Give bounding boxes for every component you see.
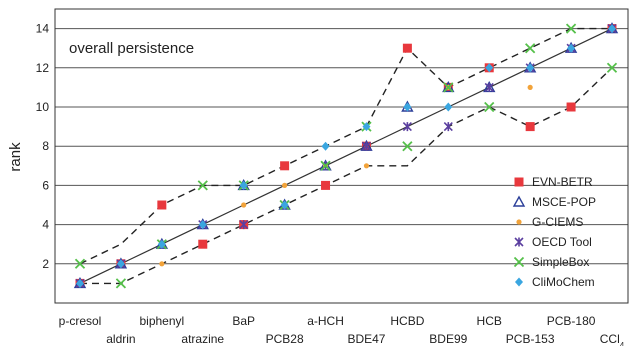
x-tick-2: biphenyl bbox=[139, 314, 184, 328]
point-s5-4 bbox=[239, 180, 248, 190]
y-tick-10: 10 bbox=[36, 100, 50, 114]
point-s5-3 bbox=[198, 220, 207, 230]
x-tick-5: PCB28 bbox=[266, 332, 304, 346]
point-s5-6 bbox=[321, 141, 330, 151]
point-s0-12 bbox=[566, 102, 576, 112]
point-s0-11 bbox=[525, 122, 535, 132]
x-tick-3: atrazine bbox=[181, 332, 224, 346]
x-tick-12: PCB-180 bbox=[547, 314, 596, 328]
x-tick-4: BaP bbox=[232, 314, 255, 328]
point-s5-11 bbox=[526, 63, 535, 73]
series-5 bbox=[76, 24, 616, 288]
point-s5-8 bbox=[403, 102, 412, 112]
y-tick-12: 12 bbox=[36, 61, 50, 75]
point-s0-3 bbox=[198, 239, 208, 249]
legend-marker-3 bbox=[514, 237, 524, 247]
grid-lines bbox=[55, 28, 628, 265]
point-s5-7 bbox=[362, 122, 371, 132]
y-tick-labels: 2 4 6 8 10 12 14 bbox=[36, 22, 50, 271]
lower-envelope-line bbox=[80, 67, 613, 285]
point-s2-11 bbox=[527, 84, 533, 90]
point-s0-6 bbox=[321, 180, 331, 190]
x-tick-9: BDE99 bbox=[429, 332, 467, 346]
point-s3-7 bbox=[361, 141, 372, 151]
data-points bbox=[73, 22, 619, 289]
point-s4-9 bbox=[443, 82, 454, 93]
chart-annotation: overall persistence bbox=[69, 40, 194, 57]
upper-envelope-line bbox=[79, 27, 612, 265]
legend-marker-1 bbox=[512, 195, 526, 207]
point-s4-1 bbox=[115, 278, 127, 289]
x-tick-10: HCB bbox=[477, 314, 502, 328]
x-tick-1: aldrin bbox=[106, 332, 135, 346]
legend-marker-0 bbox=[514, 177, 524, 187]
point-s4-3 bbox=[197, 180, 208, 191]
plot-frame bbox=[54, 8, 629, 304]
legend: EVN-BETR MSCE-POP G-CIEMS OECD Tool SimpleBo… bbox=[512, 175, 596, 289]
y-axis-label: rank bbox=[7, 142, 24, 172]
y-tick-4: 4 bbox=[42, 218, 49, 232]
point-s5-10 bbox=[485, 63, 494, 73]
point-s5-2 bbox=[157, 239, 166, 249]
point-s3-4 bbox=[239, 220, 249, 230]
x-tick-6: a-HCH bbox=[307, 314, 344, 328]
x-tick-7: BDE47 bbox=[347, 332, 385, 346]
point-s2-7 bbox=[363, 163, 370, 169]
point-s4-13 bbox=[606, 62, 618, 73]
point-s0-2 bbox=[157, 200, 167, 210]
x-tick-0: p-cresol bbox=[59, 314, 102, 328]
point-s5-13 bbox=[608, 24, 616, 34]
point-s5-9 bbox=[444, 102, 453, 112]
legend-marker-5 bbox=[515, 277, 523, 287]
legend-label-0: EVN-BETR bbox=[532, 175, 593, 189]
y-tick-8: 8 bbox=[42, 139, 49, 153]
legend-label-5: CliMoChem bbox=[532, 275, 595, 289]
y-tick-14: 14 bbox=[36, 22, 50, 36]
x-tick-labels: p-cresol aldrin biphenyl atrazine BaP PCB28a-… bbox=[59, 314, 625, 346]
point-s5-1 bbox=[116, 259, 125, 269]
legend-label-3: OECD Tool bbox=[532, 235, 592, 249]
x-tick-11: PCB-153 bbox=[506, 332, 555, 346]
point-s4-11 bbox=[525, 43, 536, 54]
point-s0-8 bbox=[402, 43, 412, 53]
point-s4-12 bbox=[565, 23, 577, 34]
point-s5-0 bbox=[76, 278, 84, 288]
legend-label-2: G-CIEMS bbox=[532, 215, 583, 229]
point-s0-5 bbox=[280, 161, 290, 171]
legend-label-4: SimpleBox bbox=[532, 255, 589, 269]
point-s4-8 bbox=[402, 141, 413, 152]
point-s3-8 bbox=[402, 122, 412, 132]
point-s4-10 bbox=[484, 101, 495, 113]
point-s2-5 bbox=[282, 182, 288, 188]
legend-label-1: MSCE-POP bbox=[532, 195, 596, 209]
y-tick-2: 2 bbox=[42, 257, 49, 271]
point-s2-4 bbox=[241, 202, 247, 208]
point-s5-5 bbox=[280, 200, 289, 210]
trend-lines bbox=[79, 27, 613, 285]
point-s4-0 bbox=[74, 258, 86, 269]
point-s5-12 bbox=[567, 43, 576, 53]
point-s2-2 bbox=[159, 261, 165, 267]
point-s4-6 bbox=[320, 160, 331, 171]
x-tick-13: CCl4 bbox=[600, 332, 625, 346]
point-s3-10 bbox=[484, 82, 494, 92]
legend-marker-2 bbox=[516, 219, 522, 225]
x-tick-8: HCBD bbox=[390, 314, 424, 328]
point-s3-9 bbox=[443, 122, 453, 132]
y-tick-6: 6 bbox=[42, 178, 49, 192]
median-line bbox=[79, 28, 613, 284]
legend-marker-4 bbox=[513, 256, 525, 268]
